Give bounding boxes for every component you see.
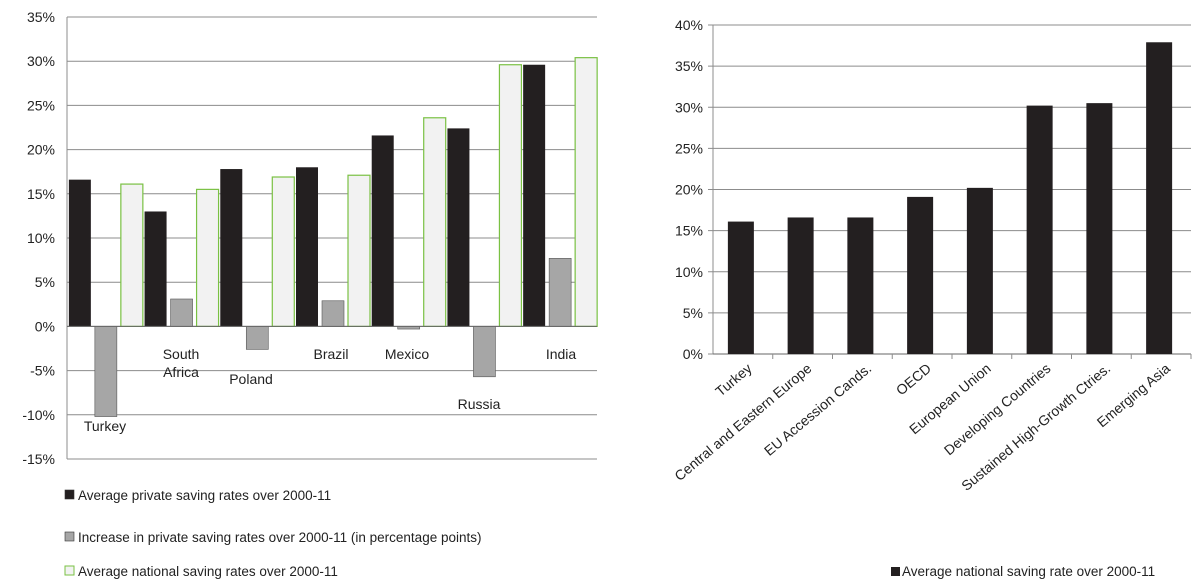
legend-label: Average private saving rates over 2000-1… (78, 488, 331, 503)
x-category-label: Brazil (313, 346, 348, 362)
y-tick-label: 30% (675, 99, 703, 115)
legend-swatch (65, 566, 74, 575)
bar-national-saving (728, 222, 754, 354)
y-tick-label: 25% (27, 97, 55, 113)
y-tick-label: 5% (683, 305, 703, 321)
x-category-label: Turkey (712, 360, 755, 399)
y-tick-label: 10% (675, 264, 703, 280)
bar-national (197, 189, 219, 326)
y-tick-label: 40% (675, 17, 703, 33)
x-category-label: South Africa (163, 346, 200, 380)
bar-private (296, 167, 318, 326)
y-tick-label: 30% (27, 53, 55, 69)
y-tick-label: 0% (35, 318, 55, 334)
x-category-label: Poland (229, 371, 273, 387)
x-category-label: Russia (458, 396, 501, 412)
bar-national (348, 175, 370, 326)
legend-swatch (65, 490, 74, 499)
legend-label: Average national saving rate over 2000-1… (902, 564, 1155, 579)
bar-national (424, 118, 446, 327)
legend-label: Average national saving rates over 2000-… (78, 564, 338, 579)
y-tick-label: 15% (27, 186, 55, 202)
bar-national-saving (1086, 103, 1112, 354)
bar-national (575, 58, 597, 327)
bar-increase (549, 258, 571, 326)
bar-national-saving (788, 217, 814, 354)
y-tick-label: 35% (27, 9, 55, 25)
bar-national-saving (907, 197, 933, 354)
bar-private (145, 211, 167, 326)
y-tick-label: 5% (35, 274, 55, 290)
bar-private (69, 180, 91, 327)
y-tick-label: 0% (683, 346, 703, 362)
bar-private (523, 65, 545, 327)
bar-increase (171, 299, 193, 326)
y-tick-label: 20% (675, 182, 703, 198)
y-tick-label: -15% (22, 451, 55, 467)
x-category-label: India (546, 346, 577, 362)
y-tick-label: 25% (675, 140, 703, 156)
y-tick-label: -5% (30, 363, 55, 379)
bar-national-saving (967, 188, 993, 354)
x-category-label: EU Accession Cands. (761, 360, 874, 459)
bar-increase (473, 326, 495, 376)
bar-national-saving (1027, 106, 1053, 354)
y-tick-label: 15% (675, 223, 703, 239)
legend-swatch (891, 567, 900, 576)
legend-swatch (65, 532, 74, 541)
y-tick-label: 10% (27, 230, 55, 246)
bar-private (220, 169, 242, 326)
bar-national-saving (847, 217, 873, 354)
x-category-label: Turkey (84, 418, 126, 434)
y-tick-label: 35% (675, 58, 703, 74)
chart-left: -15% -10% -5% 0% 5% 10% 15% 20% 25% 30% 35% Turkey S… (22, 9, 597, 579)
x-category-label: OECD (893, 360, 934, 398)
bar-increase (322, 301, 344, 327)
bar-national-saving (1146, 42, 1172, 354)
bar-national (499, 65, 521, 327)
bar-private (447, 128, 469, 326)
bar-private (372, 135, 394, 326)
bar-increase (95, 326, 117, 416)
y-tick-label: 20% (27, 142, 55, 158)
bar-increase (246, 326, 268, 349)
x-category-label: Mexico (385, 346, 430, 362)
x-category-label: Developing Countries (941, 360, 1054, 458)
bar-national (121, 184, 143, 326)
y-tick-label: -10% (22, 407, 55, 423)
bar-national (272, 177, 294, 326)
legend-label: Increase in private saving rates over 20… (78, 530, 481, 545)
